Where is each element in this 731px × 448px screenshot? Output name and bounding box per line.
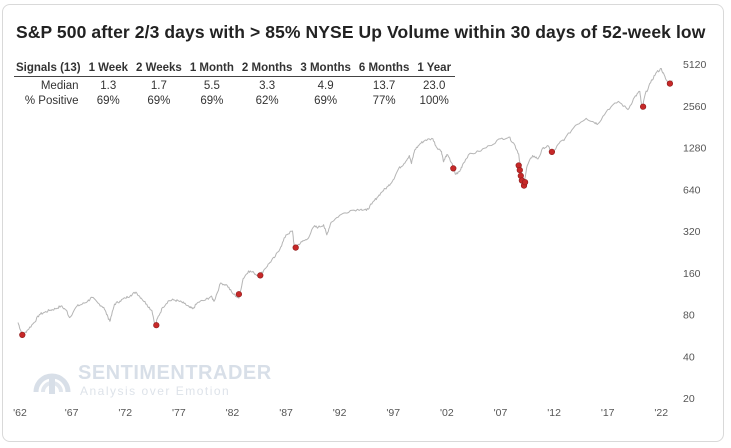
table-cell: 1.3 <box>100 80 117 92</box>
table-row-label: Median <box>40 80 79 92</box>
signal-point <box>666 80 674 87</box>
table-cell: 62% <box>255 95 279 107</box>
signal-points <box>19 80 674 339</box>
signal-stats-table: Signals (13) 1 Week 2 Weeks 1 Month 2 Mo… <box>14 62 456 107</box>
signal-point <box>235 291 242 298</box>
x-tick-label: '22 <box>654 407 668 419</box>
table-header-row: Signals (13) 1 Week 2 Weeks 1 Month 2 Mo… <box>14 62 456 77</box>
signal-point <box>450 165 457 172</box>
table-row: Median 1.3 1.7 5.5 3.3 4.9 13.7 23.0 <box>14 77 455 92</box>
y-tick-label: 640 <box>683 184 701 196</box>
table-row: % Positive 69% 69% 69% 62% 69% 77% 100% <box>14 92 455 107</box>
y-tick-label: 2560 <box>683 101 707 113</box>
x-tick-label: '82 <box>226 407 240 419</box>
table-row-label: % Positive <box>24 95 79 107</box>
signal-point <box>19 331 26 339</box>
table-header: 1 Year <box>413 62 456 77</box>
y-tick-label: 40 <box>683 351 695 363</box>
signal-point <box>257 272 264 279</box>
x-tick-label: '77 <box>172 407 186 419</box>
x-tick-label: '62 <box>13 407 27 419</box>
table-cell: 69% <box>147 95 171 107</box>
table-header: 6 Months <box>354 62 414 77</box>
table-header: 3 Months <box>296 62 355 77</box>
table-cell: 1.7 <box>150 80 167 92</box>
x-tick-label: '92 <box>333 407 347 419</box>
x-tick-label: '02 <box>440 407 454 419</box>
table-cell: 3.3 <box>259 80 276 92</box>
y-tick-label: 5120 <box>683 59 707 71</box>
table-cell: 77% <box>372 95 396 107</box>
x-tick-label: '97 <box>386 407 400 419</box>
signal-point <box>548 148 556 155</box>
watermark-tagline: Analysis over Emotion <box>80 384 231 398</box>
signal-point <box>521 179 529 186</box>
signal-point <box>153 322 160 329</box>
watermark-name: SENTIMENTRADER <box>78 362 272 384</box>
x-tick-label: '17 <box>601 407 615 419</box>
table-cell: 69% <box>96 95 120 107</box>
table-header: 2 Weeks <box>132 62 186 77</box>
x-tick-label: '72 <box>118 407 132 419</box>
x-tick-label: '67 <box>65 407 79 419</box>
table-cell: 5.5 <box>203 80 220 92</box>
x-tick-label: '07 <box>494 407 508 419</box>
table-cell: 23.0 <box>423 80 446 92</box>
signal-point <box>292 244 299 251</box>
x-tick-label: '87 <box>279 407 293 419</box>
watermark-logo-icon <box>33 373 71 394</box>
y-tick-label: 1280 <box>683 143 707 155</box>
x-tick-label: '12 <box>547 407 561 419</box>
signal-point <box>639 103 647 110</box>
x-axis: '62 '67 '72 '77 '82 '87 '92 '97 '02 '07 '12 '17 '22 <box>13 407 668 419</box>
watermark: SENTIMENTRADER Analysis over Emotion <box>30 360 271 405</box>
table-header: 1 Week <box>84 62 132 77</box>
table-header: Signals (13) <box>14 62 85 77</box>
table-header: 2 Months <box>237 62 297 77</box>
table-header: 1 Month <box>185 62 238 77</box>
table-cell: 100% <box>419 95 449 107</box>
chart-frame <box>2 4 724 442</box>
y-tick-label: 80 <box>683 310 695 322</box>
y-tick-label: 20 <box>683 393 695 405</box>
table-cell: 69% <box>314 95 338 107</box>
signal-point <box>516 167 523 174</box>
table-cell: 4.9 <box>317 80 334 92</box>
y-axis: 5120 2560 1280 640 320 160 80 40 20 <box>683 59 707 405</box>
y-tick-label: 320 <box>683 226 701 238</box>
table-cell: 69% <box>200 95 224 107</box>
chart-title: S&P 500 after 2/3 days with > 85% NYSE U… <box>16 22 706 42</box>
y-tick-label: 160 <box>683 268 701 280</box>
sp500-price-line <box>17 68 673 336</box>
table-cell: 13.7 <box>372 80 396 92</box>
